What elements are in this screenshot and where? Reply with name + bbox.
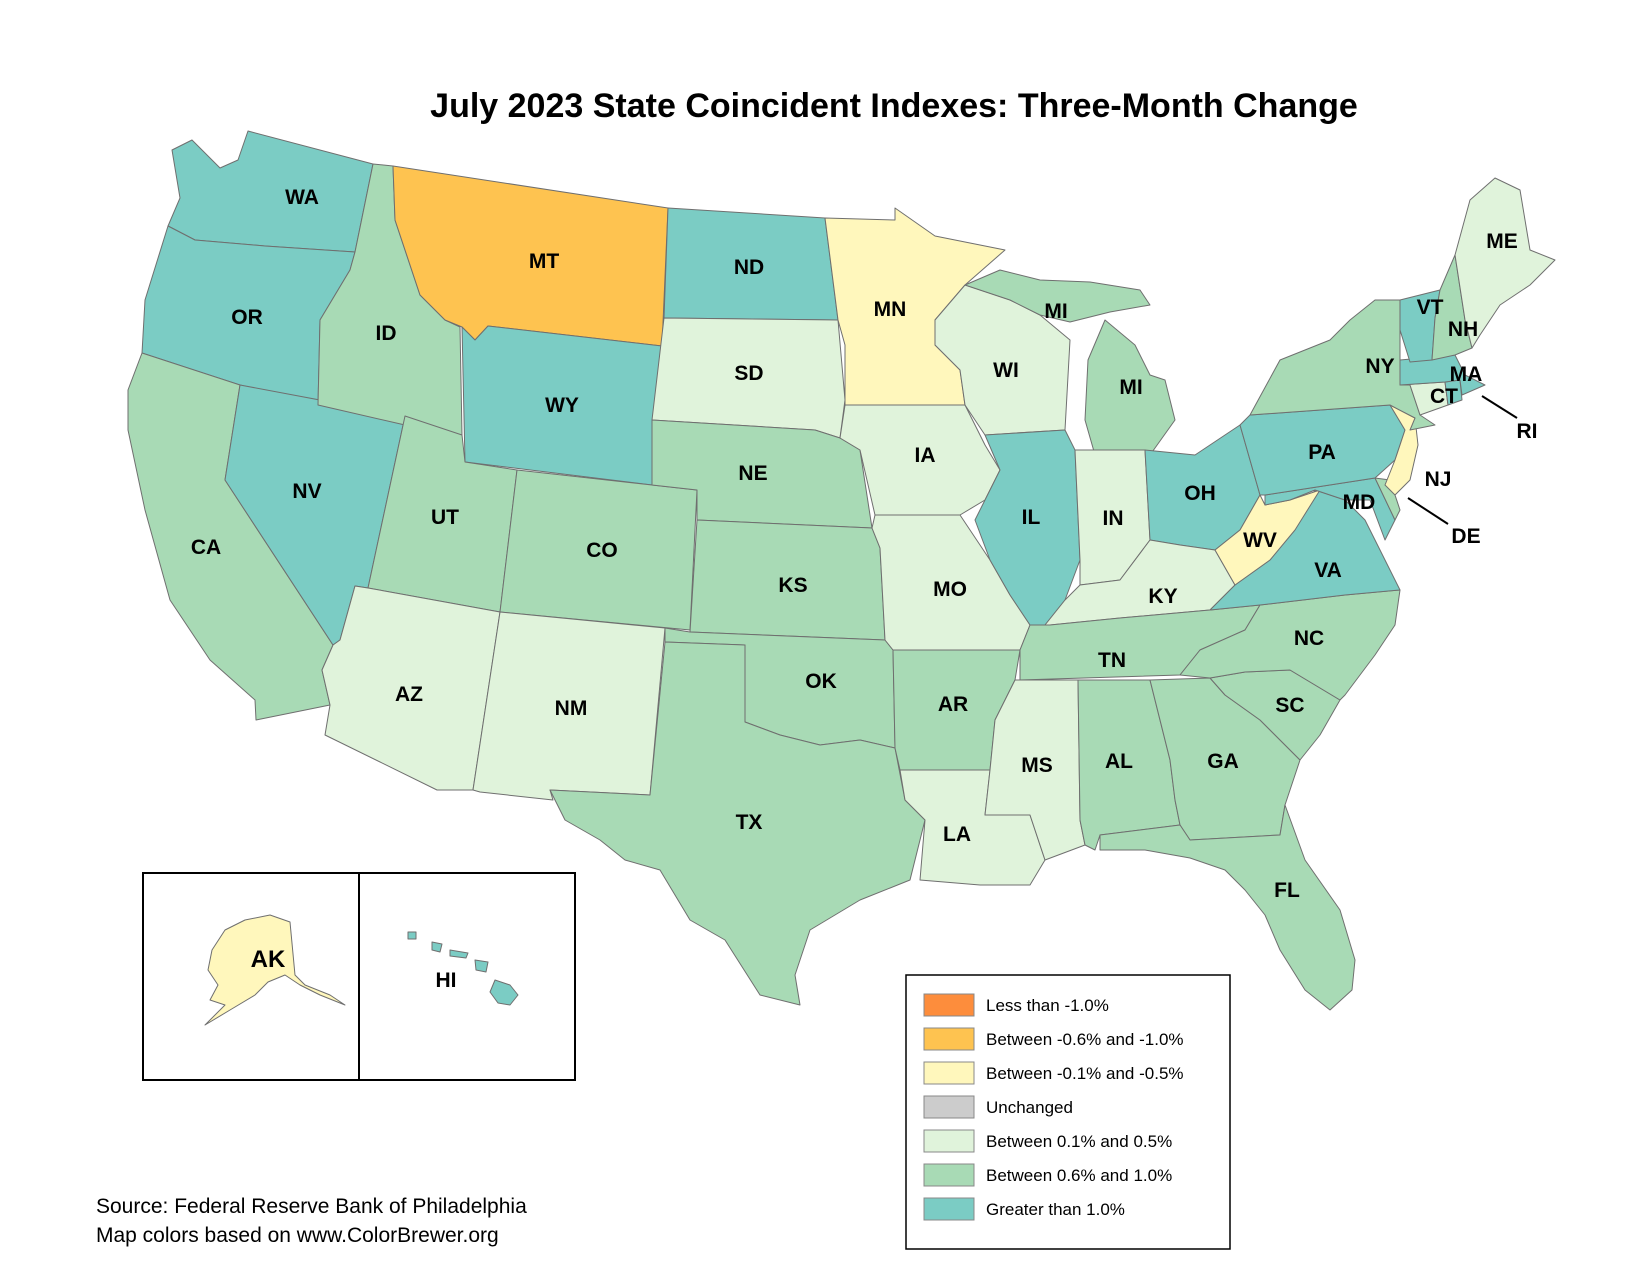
legend-label-pos01_05: Between 0.1% and 0.5% (986, 1132, 1172, 1151)
label-ms: MS (1021, 754, 1053, 777)
legend-label-neg01_neg05: Between -0.1% and -0.5% (986, 1064, 1184, 1083)
leader-ri (1481, 395, 1518, 419)
label-vt: VT (1417, 296, 1444, 319)
state-ma (1399, 354, 1486, 396)
label-ma: MA (1450, 363, 1483, 386)
legend-swatch-neg01_neg05 (923, 1061, 975, 1085)
label-wa: WA (285, 186, 319, 209)
label-wv: WV (1243, 529, 1277, 552)
state-hi-oahu (431, 941, 443, 953)
label-ne: NE (738, 462, 767, 485)
legend-swatch-pos01_05 (923, 1129, 975, 1153)
label-ky: KY (1148, 585, 1177, 608)
state-wa (167, 130, 374, 253)
label-la: LA (943, 823, 971, 846)
label-tx: TX (736, 811, 763, 834)
label-wi: WI (993, 359, 1019, 382)
state-mi-lower (1084, 319, 1176, 456)
label-oh: OH (1184, 482, 1216, 505)
label-wy: WY (545, 394, 579, 417)
label-tn: TN (1098, 649, 1126, 672)
label-al: AL (1105, 750, 1133, 773)
legend-label-pos06_10: Between 0.6% and 1.0% (986, 1166, 1172, 1185)
label-ia: IA (915, 444, 936, 467)
label-hi: HI (436, 969, 457, 992)
state-wv (1214, 489, 1321, 586)
state-nc (1179, 589, 1401, 701)
label-ar: AR (938, 693, 968, 716)
legend-label-unchanged: Unchanged (986, 1098, 1073, 1117)
source-line-1: Source: Federal Reserve Bank of Philadel… (96, 1195, 527, 1218)
state-de (1374, 477, 1401, 521)
legend-label-lt_neg1: Less than -1.0% (986, 996, 1109, 1015)
label-ak: AK (251, 946, 286, 973)
label-nm: NM (555, 697, 588, 720)
label-nv: NV (292, 480, 321, 503)
state-hi-maui (474, 959, 489, 973)
state-tx (549, 641, 926, 1006)
label-il: IL (1022, 506, 1041, 529)
legend: Less than -1.0% Between -0.6% and -1.0% Be… (905, 974, 1231, 1250)
inset-frames (142, 872, 576, 1081)
map-title: July 2023 State Coincident Indexes: Thre… (430, 87, 1358, 125)
label-ny: NY (1365, 355, 1394, 378)
label-in: IN (1103, 507, 1124, 530)
state-co (499, 469, 698, 631)
label-mi-upper: MI (1044, 300, 1067, 323)
label-ut: UT (431, 506, 459, 529)
label-id: ID (376, 322, 397, 345)
label-md: MD (1343, 491, 1376, 514)
label-me: ME (1486, 230, 1518, 253)
label-de: DE (1451, 525, 1480, 548)
label-ga: GA (1207, 750, 1239, 773)
label-ri: RI (1517, 420, 1538, 443)
label-sd: SD (734, 362, 763, 385)
state-hi-kauai (407, 931, 417, 940)
state-labels-layer: WA OR CA NV ID MT WY UT AZ CO NM ND SD N… (191, 186, 1538, 902)
label-ks: KS (778, 574, 807, 597)
state-hi-molokai (449, 949, 469, 959)
label-mi-lower: MI (1119, 376, 1142, 399)
label-nj: NJ (1425, 468, 1452, 491)
legend-swatch-neg06_neg1 (923, 1027, 975, 1051)
legend-swatch-gt1 (923, 1197, 975, 1221)
state-ak (204, 914, 346, 1026)
alaska-inset: AK (204, 914, 346, 1026)
label-nd: ND (734, 256, 764, 279)
legend-label-neg06_neg1: Between -0.6% and -1.0% (986, 1030, 1184, 1049)
label-az: AZ (395, 683, 423, 706)
state-me (1454, 177, 1556, 349)
state-nm (472, 611, 666, 801)
label-co: CO (586, 539, 618, 562)
state-ia (839, 404, 1001, 516)
label-mo: MO (933, 578, 967, 601)
leader-de (1407, 497, 1449, 525)
label-nh: NH (1448, 318, 1478, 341)
label-mn: MN (874, 298, 907, 321)
state-fl (1099, 804, 1356, 1011)
label-sc: SC (1275, 694, 1304, 717)
legend-label-gt1: Greater than 1.0% (986, 1200, 1125, 1219)
label-or: OR (231, 306, 263, 329)
hawaii-inset: HI (407, 931, 519, 1006)
label-fl: FL (1274, 879, 1300, 902)
legend-swatch-lt_neg1 (923, 993, 975, 1017)
label-mt: MT (529, 250, 559, 273)
state-mi-upper (964, 269, 1151, 323)
leader-lines (1407, 395, 1518, 525)
legend-swatch-unchanged (923, 1095, 975, 1119)
hawaii-inset-frame (358, 872, 576, 1081)
legend-swatch-pos06_10 (923, 1163, 975, 1187)
label-pa: PA (1308, 441, 1336, 464)
state-hi (489, 979, 519, 1006)
label-ca: CA (191, 536, 221, 559)
label-nc: NC (1294, 627, 1324, 650)
states-layer (127, 130, 1556, 1011)
label-ct: CT (1430, 385, 1458, 408)
label-va: VA (1314, 559, 1342, 582)
source-line-2: Map colors based on www.ColorBrewer.org (96, 1224, 499, 1247)
label-ok: OK (805, 670, 837, 693)
